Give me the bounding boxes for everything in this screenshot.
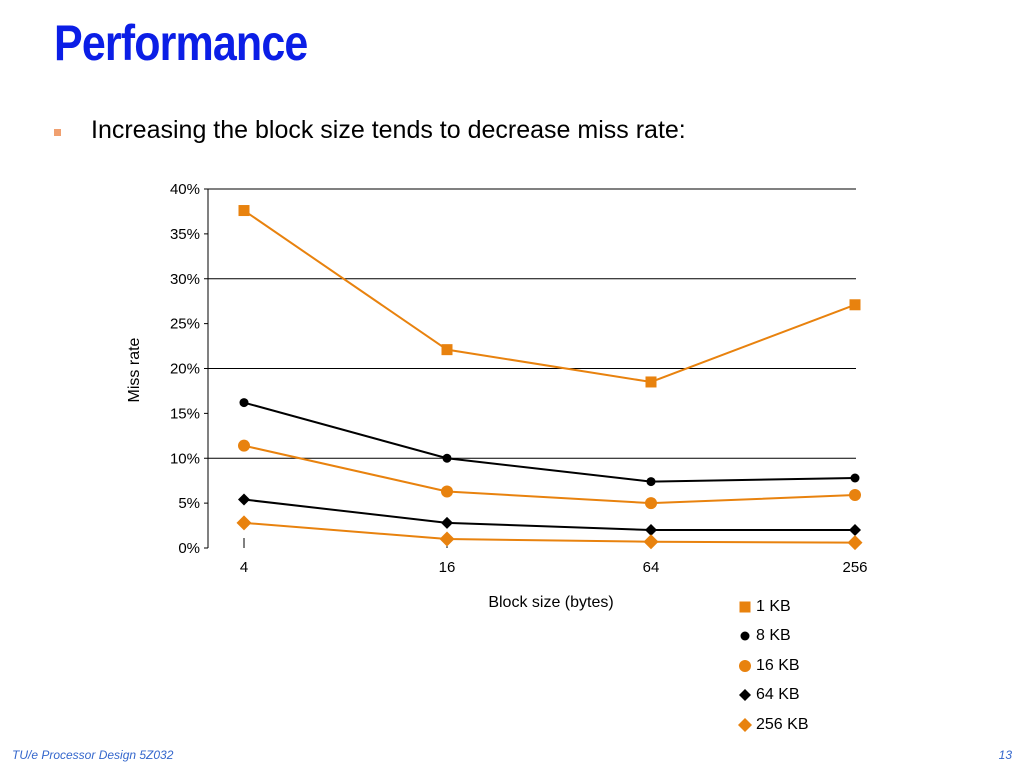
y-tick-label: 20% xyxy=(170,361,200,378)
legend-marker-icon xyxy=(738,629,752,643)
data-point-256-kb xyxy=(236,515,252,531)
legend-label: 256 KB xyxy=(756,715,809,733)
data-point-1-kb xyxy=(441,344,453,356)
legend-item: 8 KB xyxy=(738,622,808,652)
data-point-256-kb xyxy=(439,531,455,547)
series-line-1-kb xyxy=(243,209,856,383)
series-line-64-kb xyxy=(243,498,855,532)
footer-course: TU/e Processor Design 5Z032 xyxy=(12,748,174,762)
y-tick-label: 0% xyxy=(178,540,200,557)
legend-label: 1 KB xyxy=(756,597,791,615)
data-point-8-kb xyxy=(239,398,249,408)
data-point-64-kb xyxy=(849,524,861,537)
series-line-16-kb xyxy=(243,444,856,505)
x-tick-label: 16 xyxy=(439,559,456,576)
bullet-square-icon xyxy=(54,129,61,136)
bullet-text: Increasing the block size tends to decre… xyxy=(91,116,686,144)
slide-title: Performance xyxy=(54,15,308,71)
data-point-1-kb xyxy=(849,299,861,311)
legend-label: 8 KB xyxy=(756,627,791,645)
series-line-8-kb xyxy=(243,401,856,483)
y-tick-label: 30% xyxy=(170,271,200,288)
legend-label: 64 KB xyxy=(756,686,800,704)
legend-item: 1 KB xyxy=(738,592,808,622)
y-tick-label: 10% xyxy=(170,450,200,467)
y-tick-label: 25% xyxy=(170,316,200,333)
y-tick-label: 35% xyxy=(170,226,200,243)
data-point-16-kb xyxy=(645,497,657,510)
data-point-16-kb xyxy=(441,485,453,498)
data-point-8-kb xyxy=(442,453,452,463)
y-tick-label: 40% xyxy=(170,181,200,198)
legend-marker-icon xyxy=(738,717,752,732)
y-axis-label: Miss rate xyxy=(126,337,143,402)
data-point-8-kb xyxy=(646,477,656,487)
data-point-64-kb xyxy=(238,493,250,506)
footer-page-number: 13 xyxy=(998,748,1012,762)
data-point-1-kb xyxy=(645,376,657,388)
legend-item: 64 KB xyxy=(738,681,808,711)
data-point-16-kb xyxy=(238,439,250,452)
y-tick-label: 15% xyxy=(170,405,200,422)
data-point-16-kb xyxy=(849,489,861,502)
data-point-256-kb xyxy=(643,534,659,550)
series-line-256-kb xyxy=(243,521,856,544)
data-point-8-kb xyxy=(850,473,860,483)
data-point-1-kb xyxy=(238,205,250,217)
y-tick-label: 5% xyxy=(178,495,200,512)
x-axis-label: Block size (bytes) xyxy=(488,594,613,611)
bullet-point: Increasing the block size tends to decre… xyxy=(54,116,686,145)
x-tick-label: 4 xyxy=(240,559,248,576)
legend-marker-icon xyxy=(738,688,752,702)
data-point-64-kb xyxy=(645,524,657,537)
legend-marker-icon xyxy=(738,659,752,673)
data-point-256-kb xyxy=(847,535,863,551)
legend-item: 16 KB xyxy=(738,651,808,681)
data-point-64-kb xyxy=(441,516,453,529)
chart-legend: 1 KB 8 KB 16 KB 64 KB 256 KB xyxy=(738,592,808,740)
legend-marker-icon xyxy=(738,600,752,614)
x-tick-label: 256 xyxy=(842,559,867,576)
legend-label: 16 KB xyxy=(756,656,800,674)
legend-item: 256 KB xyxy=(738,710,808,740)
x-tick-label: 64 xyxy=(643,559,660,576)
